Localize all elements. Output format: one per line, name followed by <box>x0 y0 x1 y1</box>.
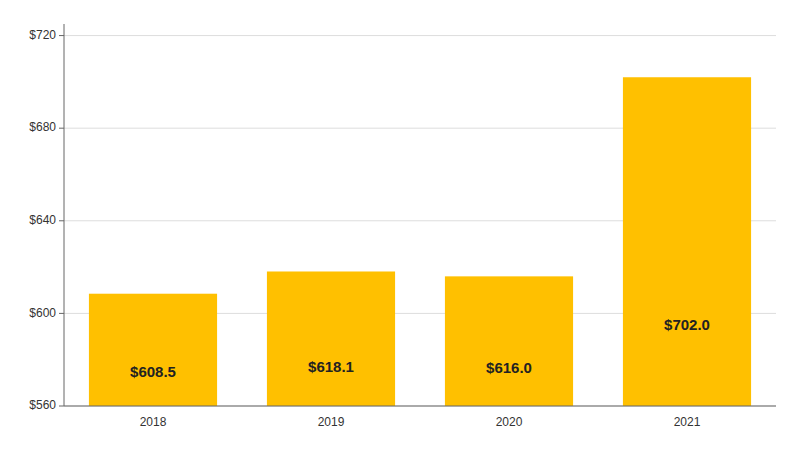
chart-svg: $560 $600 $640 $680 $720 2018 2019 2020 2021 $608… <box>0 0 800 450</box>
data-label: $616.0 <box>486 359 532 376</box>
bar <box>623 77 751 406</box>
y-axis: $560 $600 $640 $680 $720 <box>29 24 64 412</box>
x-tick-label: 2018 <box>140 415 167 429</box>
chart-container: $560 $600 $640 $680 $720 2018 2019 2020 2021 $608… <box>0 0 800 450</box>
x-axis-line <box>64 406 776 407</box>
bar <box>445 276 573 406</box>
data-label: $608.5 <box>130 363 176 380</box>
x-tick-label: 2020 <box>496 415 523 429</box>
y-tick-label: $720 <box>29 28 56 42</box>
y-tick-label: $680 <box>29 120 56 134</box>
y-tick-label: $600 <box>29 306 56 320</box>
y-tick <box>59 313 64 314</box>
x-tick-label: 2019 <box>318 415 345 429</box>
data-labels: $608.5 $618.1 $616.0 $702.0 <box>130 316 710 381</box>
x-tick-label: 2021 <box>674 415 701 429</box>
y-tick <box>59 35 64 36</box>
bars <box>89 77 751 406</box>
bar <box>267 271 395 406</box>
grid-line <box>64 35 776 36</box>
bar <box>89 294 217 406</box>
y-grid <box>64 36 776 406</box>
y-tick-label: $560 <box>29 398 56 412</box>
data-label: $618.1 <box>308 358 354 375</box>
y-tick <box>59 220 64 221</box>
grid-line <box>64 406 776 407</box>
y-axis-line <box>64 24 65 406</box>
data-label: $702.0 <box>664 316 710 333</box>
x-axis: 2018 2019 2020 2021 <box>64 406 776 429</box>
y-tick <box>59 128 64 129</box>
y-tick-label: $640 <box>29 213 56 227</box>
y-tick <box>59 406 64 407</box>
